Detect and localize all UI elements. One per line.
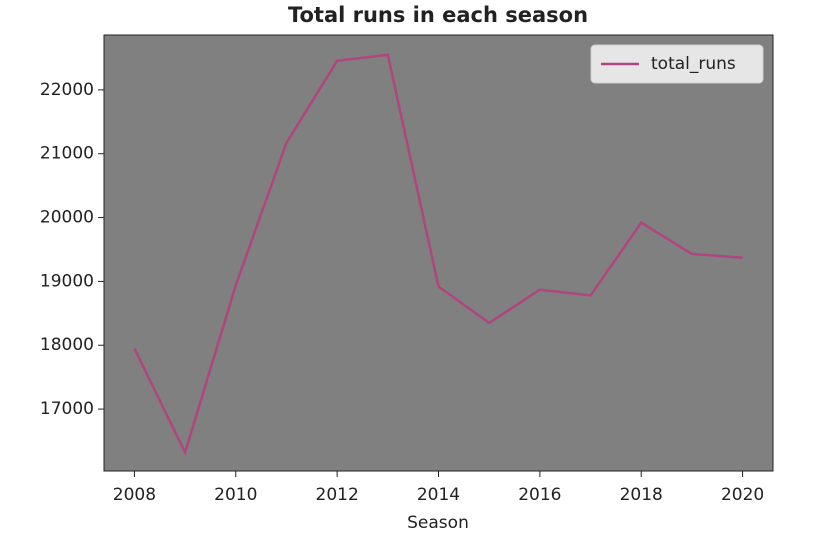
x-tick-label: 2016 bbox=[518, 485, 561, 505]
y-tick-label: 19000 bbox=[40, 271, 94, 291]
x-tick-label: 2008 bbox=[113, 485, 156, 505]
x-tick-label: 2012 bbox=[316, 485, 359, 505]
x-tick-label: 2010 bbox=[214, 485, 257, 505]
y-tick-label: 22000 bbox=[40, 80, 94, 100]
x-tick-label: 2020 bbox=[721, 485, 764, 505]
y-tick-label: 17000 bbox=[40, 399, 94, 419]
y-tick-label: 20000 bbox=[40, 208, 94, 228]
chart-title: Total runs in each season bbox=[288, 3, 588, 27]
x-tick-label: 2014 bbox=[417, 485, 460, 505]
x-tick-label: 2018 bbox=[620, 485, 663, 505]
plot-area bbox=[103, 34, 774, 472]
data-line bbox=[133, 53, 743, 456]
y-tick-label: 18000 bbox=[40, 335, 94, 355]
x-axis-label: Season bbox=[407, 513, 469, 533]
legend-label: total_runs bbox=[651, 54, 736, 74]
legend-box bbox=[590, 44, 764, 84]
y-tick-label: 21000 bbox=[40, 144, 94, 164]
